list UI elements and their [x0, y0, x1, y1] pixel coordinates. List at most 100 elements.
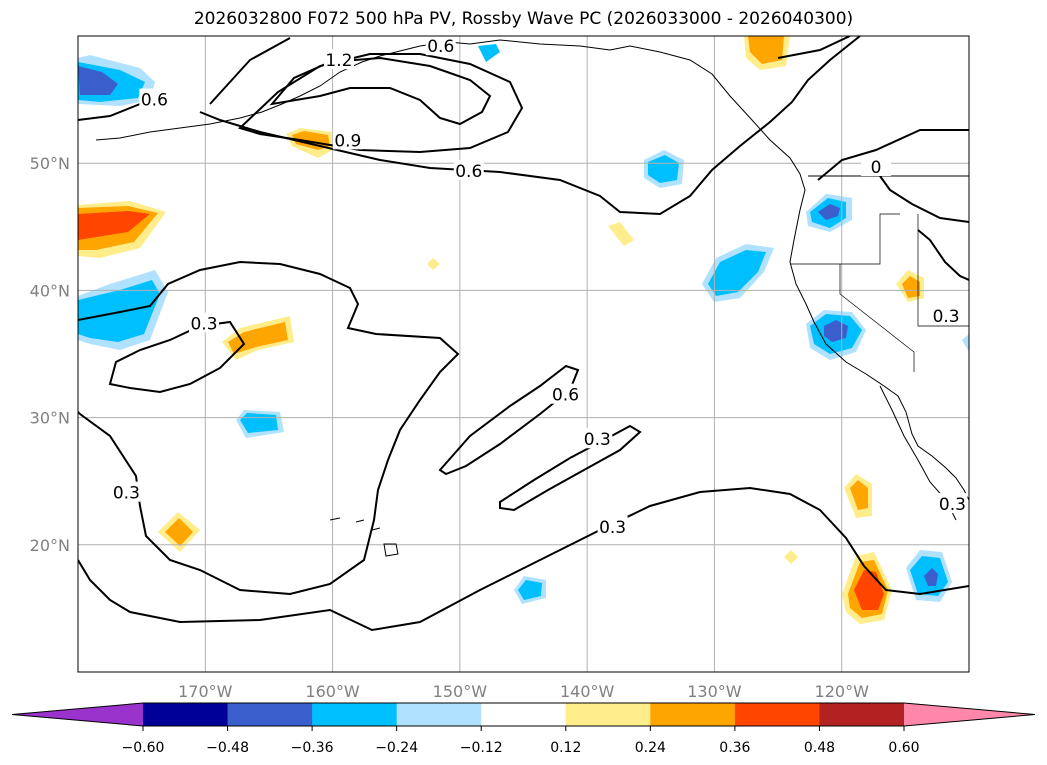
colorbar-segment [565, 703, 651, 726]
anomaly-shading-negative [478, 44, 500, 62]
contour-label: 0.6 [141, 91, 168, 111]
colorbar-segment [143, 703, 229, 726]
contour-label-background [425, 35, 456, 56]
latitude-tick-label: 50°N [30, 154, 70, 173]
colorbar-tick-label: −0.48 [206, 740, 249, 756]
north-america-coastline [609, 45, 969, 501]
pv-contour-line [879, 175, 969, 223]
contour-label: 0.3 [113, 484, 140, 504]
state-border [790, 213, 969, 372]
colorbar-segment [312, 703, 398, 726]
colorbar-segment [734, 703, 820, 726]
colorbar-tick-label: 0.36 [719, 740, 750, 756]
anomaly-shading-positive [748, 36, 784, 64]
contour-label: 0.3 [190, 314, 217, 334]
longitude-tick-label: 150°W [433, 682, 488, 701]
colorbar-segment [650, 703, 736, 726]
pv-contour-line [269, 56, 492, 126]
latitude-tick-labels: 20°N 30°N 40°N 50°N [30, 154, 70, 555]
contour-label: 0.3 [584, 430, 611, 450]
anomaly-shading-negative [518, 580, 542, 600]
contour-label-background [597, 515, 628, 536]
colorbar-tick-label: −0.24 [375, 740, 418, 756]
contour-label-background [332, 129, 363, 150]
contour-label-background [550, 383, 581, 404]
map-frame [77, 35, 970, 673]
contour-label: 0.3 [933, 307, 960, 327]
pv-contour-line [777, 36, 851, 59]
contour-label: 0.3 [939, 495, 966, 515]
pv-contour-line [108, 320, 246, 394]
hawaii-islands [329, 517, 399, 557]
alaska-coastline [299, 39, 611, 97]
colorbar-extend-min [12, 703, 143, 726]
colorbar-tick-label: −0.12 [460, 740, 503, 756]
pv-contour-line [78, 260, 460, 596]
latitude-tick-label: 30°N [30, 409, 70, 428]
contour-label-background [582, 428, 613, 449]
contour-label: 0.6 [455, 162, 482, 182]
anomaly-shading-negative [924, 568, 938, 586]
colorbar-tick-label: 0.48 [804, 740, 835, 756]
longitude-tick-label: 130°W [687, 682, 742, 701]
contour-label: 0.6 [552, 386, 579, 406]
colorbar-segment [481, 703, 567, 726]
contour-label: 0.3 [599, 518, 626, 538]
colorbar-tick-label: −0.36 [291, 740, 334, 756]
contour-label-background [323, 49, 354, 70]
anomaly-shading-negative [78, 66, 118, 95]
figure-title: 2026032800 F072 500 hPa PV, Rossby Wave … [193, 9, 854, 29]
longitude-tick-label: 120°W [815, 682, 870, 701]
latitude-tick-label: 20°N [30, 536, 70, 555]
contour-label-background [189, 312, 220, 333]
anomaly-shading-positive [902, 276, 920, 298]
latitude-tick-label: 40°N [30, 281, 70, 300]
colorbar-tick-label: 0.60 [888, 740, 919, 756]
pv-contour-line [199, 36, 861, 216]
longitude-tick-labels: 170°W 160°W 150°W 140°W 130°W 120°W [178, 682, 869, 701]
anomaly-shading-positive [165, 518, 193, 546]
longitude-tick-label: 170°W [178, 682, 233, 701]
anomaly-shading-positive [784, 550, 798, 564]
pv-anomaly-shading [78, 36, 969, 624]
anomaly-shading-negative [962, 334, 969, 352]
pv-contour-line [817, 129, 969, 181]
graticule [78, 36, 969, 672]
contour-label: 1.2 [325, 51, 352, 71]
colorbar-tick-label: −0.60 [122, 740, 165, 756]
anomaly-shading-negative [78, 280, 160, 342]
contour-label: 0.9 [334, 131, 361, 151]
contour-label-background [453, 159, 484, 180]
contour-label-background [861, 156, 892, 177]
colorbar: −0.60 −0.48 −0.36 −0.24 −0.12 0.12 0.24 0.36 0.4… [11, 702, 1036, 756]
anomaly-shading-negative [818, 204, 840, 220]
colorbar-tick-label: 0.12 [550, 740, 581, 756]
anomaly-shading-negative [708, 250, 766, 296]
pv-contours [78, 36, 969, 632]
pv-contour-line [78, 486, 969, 632]
contour-label: 0.6 [427, 37, 454, 57]
anomaly-shading-positive [78, 211, 150, 240]
contour-labels: 0.6 1.2 0.9 0.6 0.6 0.3 0.6 0.3 0.3 0.3 0 0.3 0.3 [111, 35, 968, 538]
contour-label: 0 [871, 158, 882, 178]
pv-contour-line [438, 364, 580, 476]
longitude-tick-label: 160°W [305, 682, 360, 701]
longitude-tick-label: 140°W [560, 682, 615, 701]
colorbar-tick-label: 0.24 [635, 740, 666, 756]
colorbar-extend-max [904, 703, 1035, 726]
aleutian-islands [95, 95, 301, 141]
anomaly-shading-positive [850, 480, 868, 510]
contour-label-background [931, 304, 962, 325]
pv-contour-line [499, 424, 642, 512]
anomaly-shading-positive [427, 258, 440, 270]
colorbar-segment [227, 703, 313, 726]
anomaly-shading-positive [608, 222, 634, 246]
coastline [95, 39, 969, 557]
pv-contour-line [917, 229, 969, 281]
contour-label-background [937, 493, 968, 514]
colorbar-segment [819, 703, 905, 726]
contour-label-background [139, 88, 170, 109]
colorbar-segment [396, 703, 482, 726]
contour-label-background [111, 481, 142, 502]
